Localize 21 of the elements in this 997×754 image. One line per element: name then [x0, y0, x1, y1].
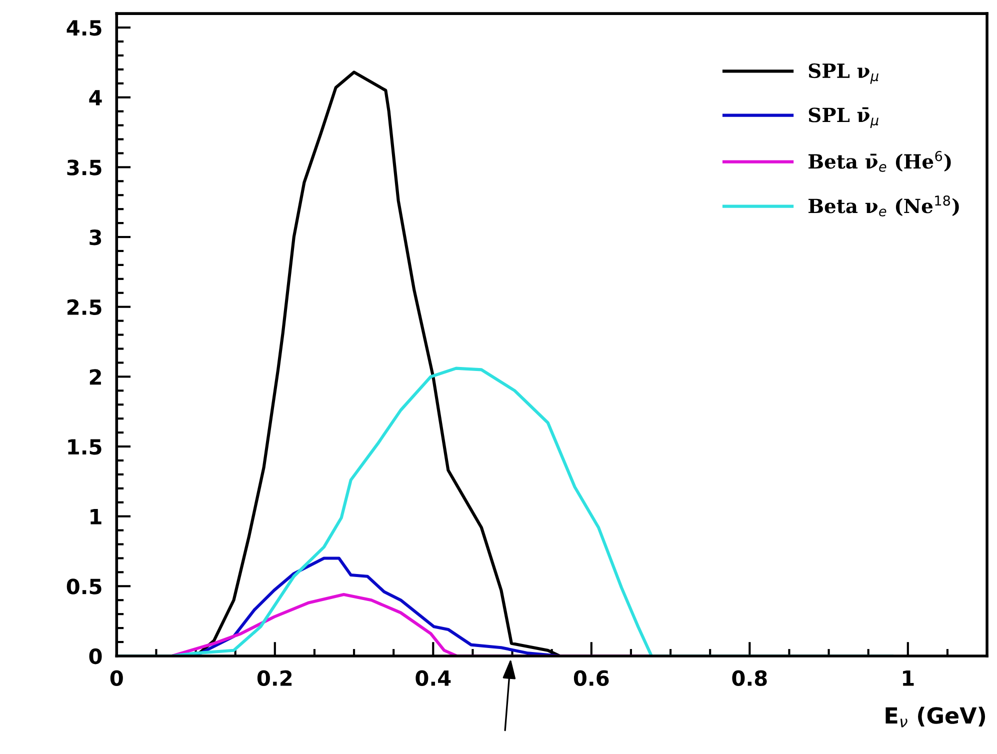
- x-tick-label: 0: [110, 670, 123, 686]
- x-tick-label: 0.4: [416, 670, 451, 686]
- y-tick-label: 0.5: [66, 578, 102, 594]
- x-tick-label: 0.6: [574, 670, 609, 686]
- y-tick-label: 1.5: [68, 439, 102, 455]
- legend-label: Beta ν$_{e}$ (Ne$^{18}$): [808, 195, 959, 216]
- y-tick-label: 4: [89, 90, 102, 106]
- x-tick-label: 0.8: [732, 670, 767, 686]
- legend-label: SPL ν$_{μ}$: [808, 63, 878, 84]
- x-axis-title: E$_{ν}$ (GeV): [886, 706, 986, 728]
- y-tick-label: 1: [90, 509, 102, 524]
- y-tick-label: 3.5: [67, 160, 102, 176]
- y-tick-label: 4.5: [66, 20, 102, 36]
- x-tick-label: 0.2: [257, 670, 292, 686]
- y-tick-label: 0: [89, 648, 102, 664]
- y-tick-label: 2.5: [68, 299, 102, 316]
- x-tick-label: 1: [903, 670, 914, 686]
- legend-label: SPL ν̄$_{μ}$: [808, 107, 878, 128]
- y-tick-label: 2: [90, 369, 101, 385]
- y-tick-label: 3: [90, 229, 102, 246]
- legend-label: Beta ν̄$_{e}$ (He$^{6}$): [808, 150, 951, 172]
